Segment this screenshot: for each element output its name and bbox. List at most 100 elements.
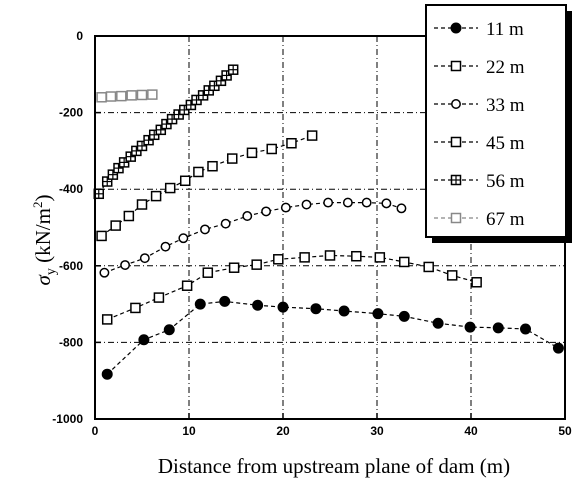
point-s0-10 — [398, 310, 410, 322]
point-s1-4 — [202, 267, 214, 278]
point-s1-13 — [423, 261, 434, 273]
point-s1-3 — [181, 280, 193, 291]
point-s0-5 — [252, 299, 264, 311]
series-line-0 — [106, 300, 559, 375]
y-axis-units: (kN/m — [31, 208, 55, 268]
point-s2-14 — [381, 198, 392, 209]
point-s3-0 — [96, 230, 107, 242]
x-tick-label-5: 50 — [558, 424, 572, 438]
legend-marker-2 — [451, 99, 461, 109]
point-s0-6 — [277, 301, 289, 313]
point-s0-12 — [464, 321, 476, 333]
y-axis-symbol: σ — [31, 273, 55, 285]
point-s1-5 — [228, 262, 240, 273]
x-tick-label-1: 10 — [182, 424, 196, 438]
point-s1-15 — [471, 277, 482, 288]
legend-item-3: 45 m — [434, 133, 525, 154]
point-s4-7 — [136, 140, 148, 152]
legend: 11 m 22 m 33 m 45 m 56 m 67 m — [425, 4, 572, 243]
point-s3-11 — [266, 143, 277, 155]
x-axis-title: Distance from upstream plane of dam (m) — [158, 454, 510, 478]
legend-item-1: 22 m — [434, 57, 525, 78]
point-s0-7 — [310, 303, 322, 315]
point-s0-14 — [520, 323, 532, 335]
point-s2-13 — [361, 197, 372, 208]
point-s3-7 — [193, 166, 204, 178]
point-s2-12 — [342, 197, 353, 208]
legend-marker-1 — [450, 60, 462, 72]
svg-text:σy (kN/m2): σy (kN/m2) — [30, 195, 59, 286]
point-s2-15 — [396, 203, 407, 214]
point-s3-6 — [179, 175, 191, 187]
y-tick-label-3: -600 — [59, 259, 83, 273]
legend-marker-3 — [450, 136, 462, 148]
point-s3-1 — [110, 220, 121, 231]
point-s1-9 — [324, 250, 336, 261]
point-s2-8 — [261, 206, 272, 217]
series-line-1 — [106, 254, 477, 320]
point-s0-1 — [138, 334, 150, 346]
point-s4-8 — [143, 134, 154, 146]
x-tick-label-4: 40 — [464, 424, 478, 438]
point-s1-6 — [251, 259, 262, 270]
y-axis-units-close: ) — [31, 195, 55, 202]
point-s1-8 — [299, 252, 310, 263]
point-s0-3 — [194, 298, 206, 310]
legend-marker-4 — [450, 174, 462, 186]
point-s4-20 — [215, 75, 227, 87]
point-s5-2 — [116, 90, 127, 102]
point-s1-7 — [273, 254, 284, 265]
point-s0-0 — [101, 368, 113, 380]
point-s4-2 — [107, 169, 119, 180]
point-s0-9 — [372, 308, 384, 320]
series-line-2 — [104, 202, 402, 274]
point-s5-3 — [126, 90, 137, 101]
legend-label-4: 56 m — [486, 171, 525, 192]
legend-item-4: 56 m — [434, 171, 525, 192]
y-axis-units-sup: 2 — [30, 202, 45, 209]
point-s4-21 — [221, 70, 232, 81]
y-tick-label-4: -800 — [59, 335, 83, 349]
point-s0-11 — [432, 317, 444, 329]
tick-labels: 0 10 20 30 40 50 0 -200 -400 -600 -800 -1000 — [52, 29, 572, 438]
point-s2-9 — [280, 202, 291, 213]
point-s5-4 — [136, 89, 148, 101]
legend-item-0: 11 m — [434, 19, 524, 40]
point-s0-8 — [338, 305, 350, 317]
point-s4-4 — [118, 157, 130, 168]
point-s5-5 — [147, 89, 158, 100]
point-s1-0 — [101, 314, 113, 325]
legend-label-5: 67 m — [486, 209, 525, 230]
point-s4-5 — [125, 151, 136, 162]
legend-label-1: 22 m — [486, 57, 525, 78]
y-tick-label-5: -1000 — [52, 412, 83, 426]
markers — [93, 64, 564, 380]
legend-label-3: 45 m — [486, 133, 525, 154]
point-s3-8 — [207, 160, 218, 172]
point-s2-11 — [323, 197, 334, 208]
point-s2-6 — [220, 218, 231, 229]
point-s3-12 — [286, 137, 297, 149]
legend-label-0: 11 m — [486, 19, 524, 40]
point-s1-14 — [446, 270, 458, 281]
point-s0-13 — [492, 322, 504, 334]
legend-box — [425, 4, 567, 238]
point-s2-2 — [139, 253, 150, 264]
point-s1-11 — [374, 252, 386, 263]
point-s4-10 — [155, 124, 167, 136]
point-s1-1 — [130, 302, 141, 314]
x-tick-label-0: 0 — [92, 424, 99, 438]
point-s1-2 — [153, 292, 165, 303]
point-s1-10 — [351, 250, 362, 262]
y-tick-label-2: -400 — [59, 182, 83, 196]
y-axis-subscript: y — [44, 268, 59, 275]
point-s1-12 — [399, 256, 410, 268]
point-s3-3 — [136, 199, 148, 210]
point-s4-1 — [101, 176, 113, 187]
point-s2-3 — [160, 241, 171, 252]
point-s2-4 — [178, 233, 189, 244]
x-tick-label-2: 20 — [276, 424, 290, 438]
point-s4-3 — [113, 162, 124, 174]
point-s0-2 — [163, 324, 175, 336]
x-tick-label-3: 30 — [370, 424, 384, 438]
